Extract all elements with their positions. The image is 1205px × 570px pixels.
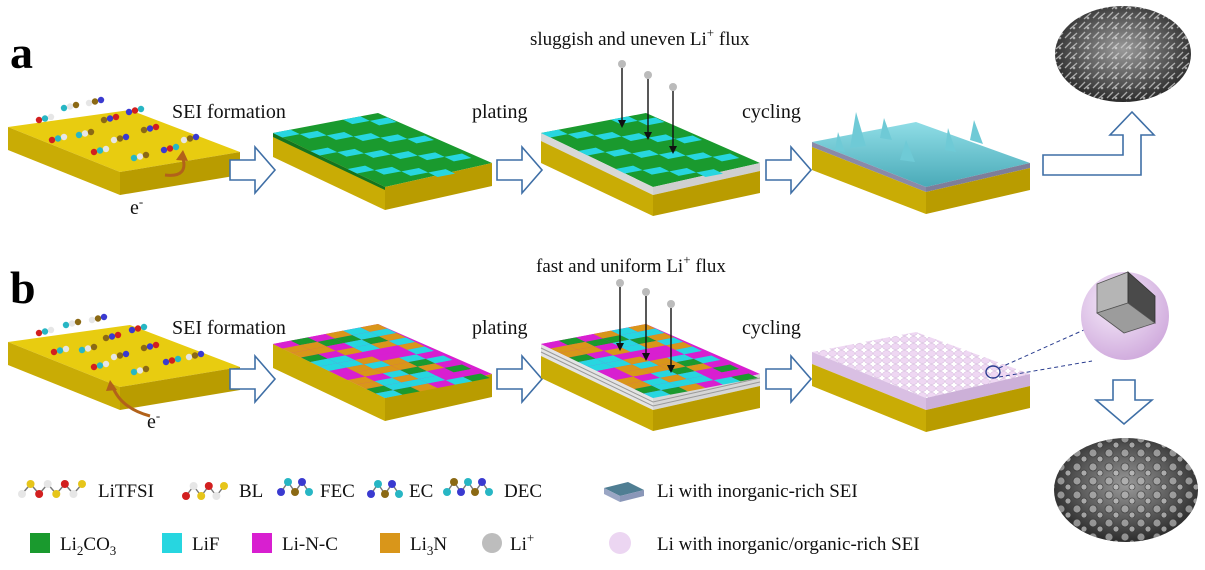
legend-litfsi: LiTFSI: [98, 481, 154, 502]
panel-a-plating-slab: [541, 113, 760, 216]
panel-a-dendrite-slab: [812, 112, 1030, 214]
li-ion-arrows-b: [616, 279, 675, 373]
legend-ec: EC: [409, 481, 433, 502]
step-cycling-b: cycling: [742, 317, 801, 339]
step-plating-a: plating: [472, 101, 528, 123]
down-arrow-b: [1093, 379, 1155, 426]
step-sei-formation-a: SEI formation: [172, 101, 286, 123]
cross-section-sphere: [1081, 271, 1169, 360]
electron-arrowhead-a: [176, 150, 188, 161]
legend-bl: BL: [239, 481, 263, 502]
step-plating-b: plating: [472, 317, 528, 339]
legend-linc-swatch: [252, 533, 272, 553]
legend-lif: LiF: [192, 534, 219, 555]
legend-li-ion-swatch: [482, 533, 502, 553]
corner-arrow-a: [1042, 110, 1156, 176]
panel-b-letter: b: [10, 262, 36, 313]
electron-label-b: e-: [147, 408, 160, 433]
legend-li3n-swatch: [380, 533, 400, 553]
legend-li2co3-swatch: [30, 533, 50, 553]
panel-b-plating-slab: [540, 324, 761, 431]
sem-image-b: [1054, 438, 1198, 542]
flux-label-a: sluggish and uneven Li+ flux: [530, 25, 750, 50]
block-arrow-b1: [229, 353, 277, 405]
step-cycling-a: cycling: [742, 101, 801, 123]
block-arrow-b2: [496, 353, 544, 405]
legend-molecules: [18, 478, 493, 500]
legend-li-inorganic-label: Li with inorganic-rich SEI: [657, 481, 858, 502]
legend-li-mixed: Li with inorganic/organic-rich SEI: [609, 532, 920, 555]
block-arrow-a1: [229, 144, 277, 196]
block-arrow-a3: [765, 144, 813, 196]
legend-li3n: Li3N: [410, 534, 447, 558]
panel-b-molecules: [35, 313, 205, 376]
block-arrow-b3: [765, 353, 813, 405]
legend-lif-swatch: [162, 533, 182, 553]
block-arrow-a2: [496, 144, 544, 196]
legend-species: Li2CO3 LiF Li-N-C Li3N Li+: [30, 530, 534, 558]
flux-label-b: fast and uniform Li+ flux: [536, 252, 726, 277]
electron-label-a: e-: [130, 194, 143, 219]
electron-arrowhead-b: [106, 380, 117, 391]
legend-fec: FEC: [320, 481, 355, 502]
panel-a-letter: a: [10, 27, 33, 78]
sem-image-a: [1055, 6, 1191, 102]
legend-linc: Li-N-C: [282, 534, 338, 555]
panel-a-sei-slab: [273, 113, 492, 210]
li-ion-arrows-a: [618, 60, 677, 154]
panel-b-uniform-slab: [812, 328, 1093, 432]
legend-li-inorganic: Li with inorganic-rich SEI: [604, 481, 858, 502]
step-sei-formation-b: SEI formation: [172, 317, 286, 339]
legend-dec: DEC: [504, 481, 542, 502]
panel-b-sei-slab: [273, 324, 492, 421]
panel-a-molecules: [35, 96, 200, 162]
legend-li-mixed-label: Li with inorganic/organic-rich SEI: [657, 534, 920, 555]
legend-li-ion: Li+: [510, 530, 534, 555]
legend-li2co3: Li2CO3: [60, 534, 116, 558]
